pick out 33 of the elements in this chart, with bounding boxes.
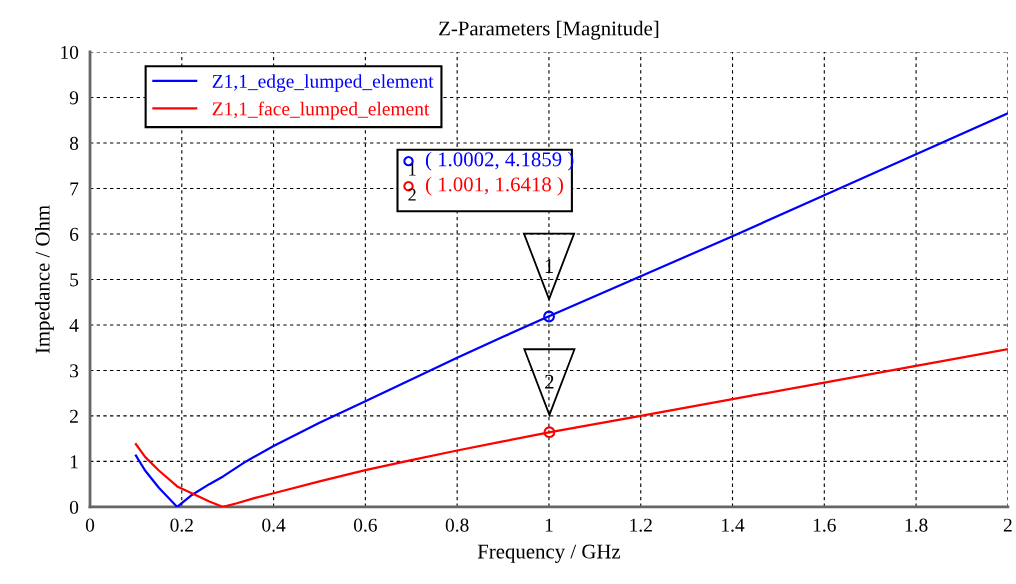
x-tick-label: 1.8 (905, 518, 928, 532)
y-tick-label: 4 (69, 318, 79, 332)
y-tick-label: 3 (70, 364, 79, 378)
x-tick-label: 0.2 (170, 518, 193, 532)
x-tick-label: 0 (85, 518, 95, 532)
chart-title: Z-Parameters [Magnitude] (439, 20, 659, 40)
x-tick-label: 0.6 (353, 518, 377, 532)
legend-label: Z1,1_face_lumped_element (212, 101, 430, 120)
annotation: 1 (545, 259, 553, 273)
x-tick-label: 1.6 (813, 518, 836, 532)
annotation: 2 (545, 374, 554, 389)
x-tick-label: 1 (545, 518, 553, 532)
y-tick-label: 9 (69, 91, 79, 105)
y-axis-title: Impedance / Ohm (35, 205, 54, 354)
y-tick-label: 6 (70, 227, 79, 241)
legend-label: Z1,1_edge_lumped_element (212, 74, 434, 92)
y-tick-label: 5 (70, 273, 79, 287)
y-tick-label: 7 (70, 182, 79, 196)
x-tick-label: 0.4 (262, 518, 286, 532)
y-tick-label: 8 (69, 136, 79, 150)
x-tick-label: 0.8 (445, 518, 469, 532)
x-tick-label: 1.4 (722, 518, 745, 532)
y-tick-label: 0 (69, 500, 79, 514)
line-series (134, 347, 1008, 507)
annotation: ( 1.001, 1.6418 ) (425, 176, 563, 196)
text: 2 (408, 188, 416, 201)
y-tick-label: 2 (70, 409, 78, 423)
x-axis-title: Frequency / GHz (477, 544, 621, 563)
x-tick-label: 1.2 (630, 518, 652, 532)
x-tick-label: 2 (1003, 518, 1012, 532)
text: 1 (409, 163, 416, 176)
y-tick-label: 10 (61, 45, 79, 59)
y-tick-label: 1 (70, 455, 78, 469)
